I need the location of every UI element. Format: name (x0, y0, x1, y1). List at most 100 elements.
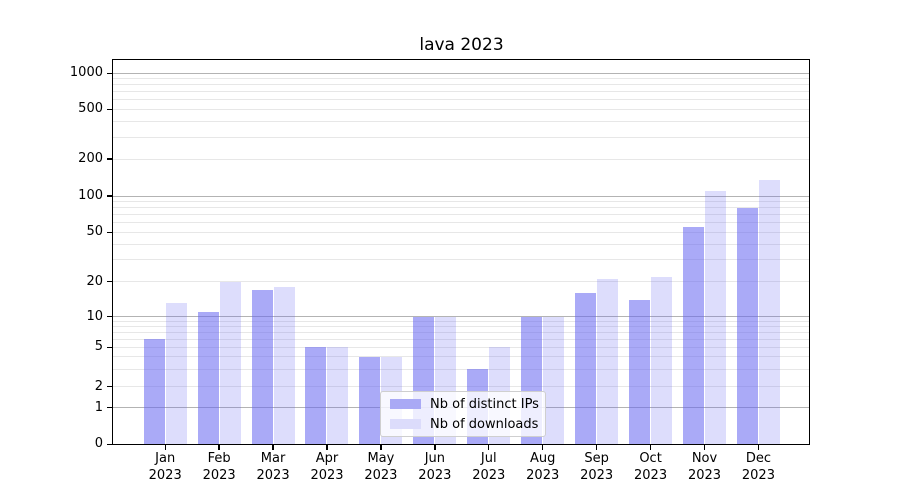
gridline-minor (113, 243, 810, 245)
gridline-major (113, 195, 810, 197)
bar-distinct-ips-apr (305, 347, 327, 445)
gridline-major (113, 72, 810, 74)
x-tick-label: Oct 2023 (634, 451, 668, 483)
x-tick-label: Feb 2023 (202, 451, 236, 483)
gridline-minor (113, 78, 810, 80)
x-tick-label: Sep 2023 (580, 451, 614, 483)
bar-downloads-apr (327, 347, 349, 445)
bar-downloads-jan (165, 303, 187, 445)
y-tick-label: 1 (94, 399, 103, 415)
y-tick-mark (107, 346, 113, 348)
y-tick-mark (107, 407, 113, 409)
x-tick-mark (218, 444, 220, 450)
legend-item-distinct-ips: Nb of distinct IPs (381, 396, 545, 412)
legend-label-distinct-ips: Nb of distinct IPs (430, 396, 539, 412)
y-tick-label: 1000 (69, 65, 103, 81)
bar-downloads-dec (758, 179, 780, 445)
y-tick-mark (107, 195, 113, 197)
gridline-minor (113, 346, 810, 348)
y-tick-label: 200 (78, 151, 103, 166)
y-tick-label: 10 (86, 308, 103, 324)
legend-swatch-distinct-ips (390, 399, 421, 409)
gridline-minor (113, 326, 810, 328)
gridline-minor (113, 158, 810, 160)
y-tick-label: 500 (78, 101, 103, 117)
x-tick-label: Jan 2023 (148, 451, 182, 483)
gridline-minor (113, 231, 810, 233)
legend-label-downloads: Nb of downloads (430, 416, 539, 432)
gridline-minor (113, 338, 810, 340)
bar-distinct-ips-oct (629, 299, 651, 445)
gridline-minor (113, 386, 810, 388)
gridline-minor (113, 281, 810, 283)
gridline-minor (113, 222, 810, 224)
y-tick-mark (107, 386, 113, 388)
gridline-minor (113, 84, 810, 86)
y-tick-mark (107, 231, 113, 233)
x-tick-label: May 2023 (364, 451, 398, 483)
bar-distinct-ips-jan (143, 339, 165, 445)
bar-distinct-ips-may (359, 356, 381, 445)
y-tick-label: 5 (94, 339, 103, 355)
y-tick-label: 2 (94, 378, 103, 394)
gridline-minor (113, 331, 810, 333)
y-tick-mark (107, 158, 113, 160)
x-tick-label: Mar 2023 (256, 451, 290, 483)
gridline-major (113, 316, 810, 318)
x-tick-label: Jun 2023 (418, 451, 452, 483)
x-tick-label: Aug 2023 (526, 451, 560, 483)
y-tick-mark (107, 281, 113, 283)
x-tick-mark (649, 444, 652, 450)
bar-distinct-ips-nov (683, 227, 704, 445)
gridline-minor (113, 99, 810, 101)
gridline-minor (113, 320, 810, 322)
y-tick-mark (107, 108, 113, 110)
x-tick-mark (164, 444, 166, 450)
y-tick-label: 0 (94, 436, 103, 452)
bar-distinct-ips-sep (575, 292, 597, 445)
gridline-minor (113, 108, 810, 110)
x-tick-mark (488, 444, 490, 450)
gridline-minor (113, 259, 810, 261)
x-tick-label: Apr 2023 (310, 451, 344, 483)
x-tick-label: Nov 2023 (687, 451, 722, 483)
y-tick-label: 50 (86, 224, 103, 240)
bar-downloads-mar (273, 287, 295, 445)
gridline-minor (113, 91, 810, 93)
gridline-minor (113, 368, 810, 370)
bar-downloads-feb (219, 281, 241, 445)
bar-distinct-ips-dec (736, 207, 758, 445)
y-tick-mark (107, 316, 113, 318)
x-tick-mark (326, 444, 328, 450)
bar-downloads-sep (597, 279, 619, 445)
gridline-minor (113, 207, 810, 209)
legend-swatch-downloads (390, 419, 421, 429)
gridline-minor (113, 201, 810, 203)
x-tick-mark (757, 444, 760, 450)
bar-distinct-ips-feb (197, 311, 219, 445)
gridline-minor (113, 356, 810, 358)
bar-downloads-oct (651, 276, 673, 445)
y-tick-mark (107, 72, 113, 74)
legend: Nb of distinct IPs Nb of downloads (380, 391, 546, 437)
bar-downloads-nov (705, 190, 726, 445)
y-tick-label: 20 (86, 273, 103, 289)
chart-title: lava 2023 (419, 35, 504, 55)
gridline-minor (113, 214, 810, 216)
x-tick-mark (272, 444, 274, 450)
y-tick-mark (107, 443, 113, 445)
gridline-minor (113, 136, 810, 138)
x-tick-mark (380, 444, 382, 450)
x-tick-mark (434, 444, 436, 450)
x-tick-mark (595, 444, 598, 450)
gridline-minor (113, 120, 810, 122)
x-tick-label: Dec 2023 (741, 451, 775, 483)
y-tick-label: 100 (78, 188, 103, 203)
legend-item-downloads: Nb of downloads (381, 416, 545, 432)
x-tick-label: Jul 2023 (472, 451, 506, 483)
x-tick-mark (703, 444, 706, 450)
bar-distinct-ips-mar (251, 289, 273, 445)
x-tick-mark (542, 444, 544, 450)
bar-downloads-aug (543, 316, 565, 445)
